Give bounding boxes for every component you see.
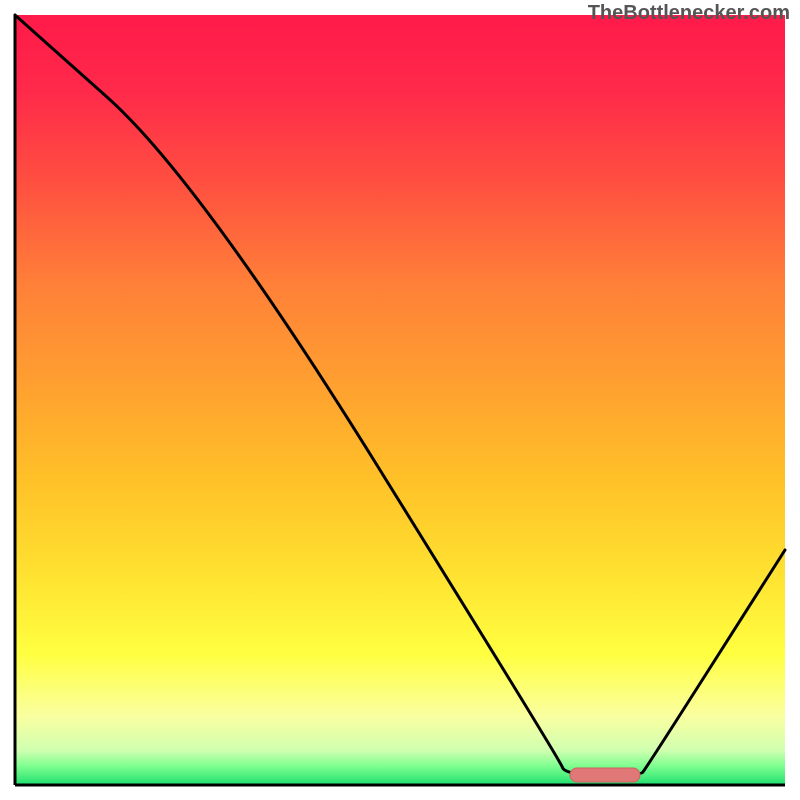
watermark-label: TheBottlenecker.com <box>588 2 790 25</box>
optimal-marker <box>570 768 640 782</box>
bottleneck-chart: TheBottlenecker.com <box>0 0 800 800</box>
plot-background <box>15 15 785 785</box>
chart-svg <box>0 0 800 800</box>
